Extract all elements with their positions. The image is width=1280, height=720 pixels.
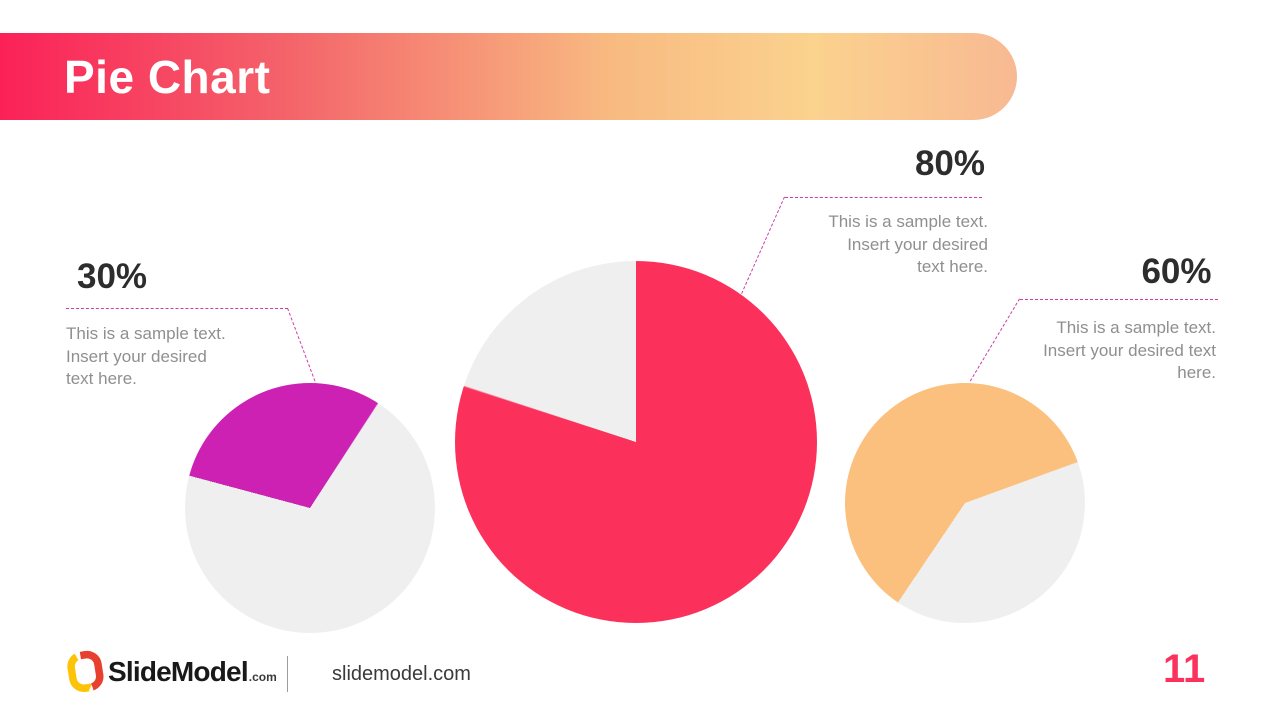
brand-text: SlideModel	[108, 656, 249, 687]
pie-2-leader-line	[785, 197, 982, 198]
pie-1-leader-line-diagonal	[287, 308, 318, 387]
pie-1-caption: This is a sample text. Insert your desir…	[66, 324, 226, 388]
pie-3-caption: This is a sample text. Insert your desir…	[1043, 318, 1216, 382]
pie-1-leader-line	[66, 308, 288, 309]
pie-3-leader-line	[1020, 299, 1218, 300]
pie-2-leader-line-diagonal	[741, 196, 785, 294]
pie-chart-80	[455, 261, 817, 623]
pie-1-percent-label: 30%	[77, 257, 148, 296]
pie-3-percent-label: 60%	[1141, 252, 1212, 291]
pie-3-leader-line-diagonal	[969, 298, 1020, 382]
footer-divider	[287, 656, 288, 692]
pie-chart-30	[185, 383, 435, 633]
footer-site-text: slidemodel.com	[332, 663, 471, 685]
pie-2-caption: This is a sample text. Insert your desir…	[828, 212, 988, 276]
header-banner: Pie Chart	[0, 33, 1017, 120]
slidemodel-logo-icon	[67, 650, 104, 693]
page-number: 11	[1163, 647, 1206, 691]
pie-2-percent-label: 80%	[914, 144, 986, 183]
page-title: Pie Chart	[64, 50, 271, 103]
brand-suffix: .com	[248, 670, 277, 684]
pie-chart-60	[845, 383, 1085, 623]
slidemodel-wordmark: SlideModel .com	[108, 657, 277, 687]
slidemodel-logo: SlideModel .com	[66, 650, 277, 694]
